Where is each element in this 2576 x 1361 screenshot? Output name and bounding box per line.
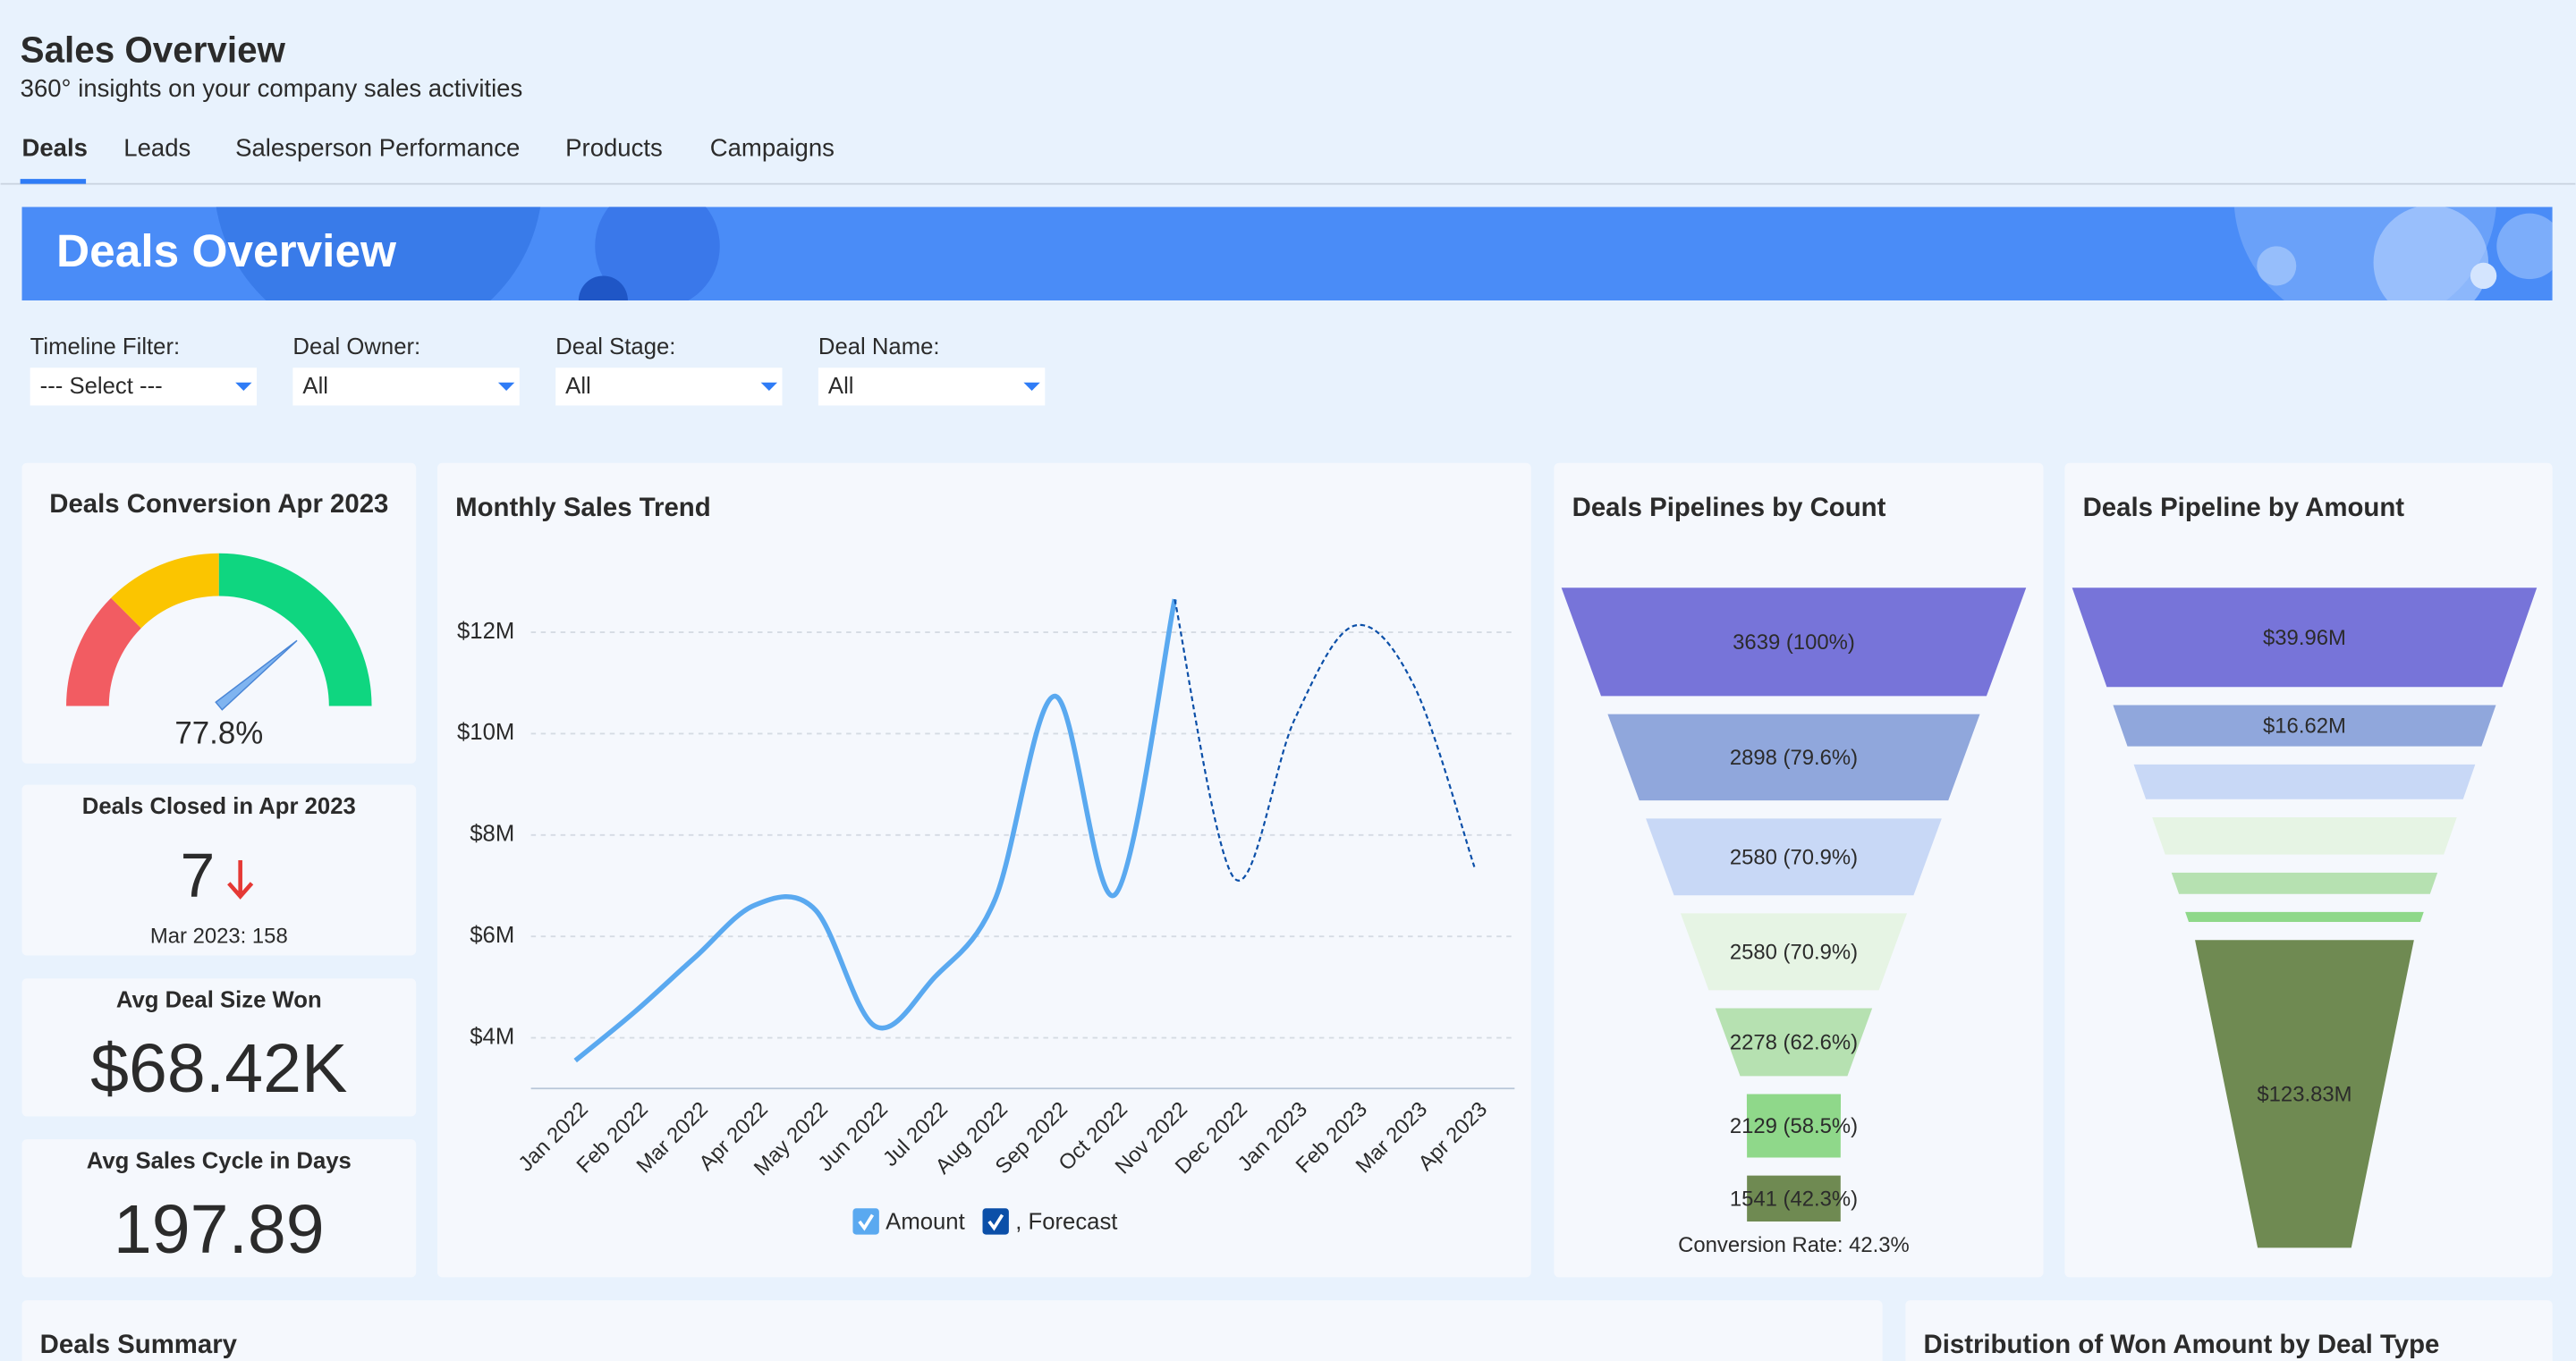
funnel-label: 2580 (70.9%): [1730, 845, 1858, 869]
kpi-comparison: Mar 2023: 158: [150, 925, 288, 949]
banner-title: Deals Overview: [56, 224, 397, 276]
funnel-label: 3639 (100%): [1733, 630, 1855, 655]
y-tick-label: $8M: [470, 822, 514, 847]
funnel-label: $16.62M: [2263, 714, 2346, 739]
page-title: Sales Overview: [21, 29, 286, 70]
filter-label: Timeline Filter:: [30, 334, 180, 359]
legend-swatch[interactable]: [983, 1208, 1009, 1234]
kpi-value: 197.89: [114, 1191, 325, 1268]
filter-value: --- Select ---: [40, 374, 163, 399]
y-tick-label: $6M: [470, 923, 514, 948]
panel-title: Deals Conversion Apr 2023: [49, 489, 388, 519]
tab[interactable]: Leads: [123, 133, 191, 161]
filter-value: All: [302, 374, 328, 399]
kpi-value: $68.42K: [90, 1030, 347, 1107]
filter-label: Deal Owner:: [292, 334, 420, 359]
tab[interactable]: Salesperson Performance: [235, 133, 520, 161]
gauge-value: 77.8%: [174, 716, 263, 751]
funnel-label: 2129 (58.5%): [1730, 1114, 1858, 1138]
y-tick-label: $12M: [457, 619, 514, 644]
tab[interactable]: Deals: [21, 133, 87, 161]
funnel-label: $39.96M: [2263, 626, 2346, 650]
funnel-segment: [2185, 912, 2424, 922]
panel-title: Monthly Sales Trend: [455, 493, 710, 522]
tab[interactable]: Campaigns: [710, 133, 835, 161]
funnel-label: 1541 (42.3%): [1730, 1187, 1858, 1211]
legend-label[interactable]: , Forecast: [1015, 1210, 1117, 1235]
funnel-segment: [2152, 817, 2457, 855]
panel-title: Deals Summary: [40, 1330, 238, 1359]
filter-value: All: [828, 374, 854, 399]
kpi-title: Deals Closed in Apr 2023: [82, 794, 356, 819]
funnel-label: $123.83M: [2257, 1082, 2351, 1106]
funnel-segment: [2172, 873, 2437, 894]
funnel-segment: [2134, 765, 2476, 799]
kpi-value: 7: [181, 840, 216, 909]
page-subtitle: 360° insights on your company sales acti…: [21, 74, 523, 102]
funnel-label: 2278 (62.6%): [1730, 1031, 1858, 1055]
banner: [21, 16, 2562, 344]
panel-title: Deals Pipeline by Amount: [2083, 493, 2405, 522]
legend-label[interactable]: Amount: [886, 1210, 965, 1235]
kpi-title: Avg Deal Size Won: [116, 988, 322, 1013]
funnel-label: 2898 (79.6%): [1730, 746, 1858, 770]
panel-title: Distribution of Won Amount by Deal Type: [1924, 1330, 2440, 1359]
filter-value: All: [565, 374, 591, 399]
active-tab-indicator: [21, 179, 86, 184]
funnel-footer: Conversion Rate: 42.3%: [1678, 1233, 1910, 1257]
y-tick-label: $4M: [470, 1024, 514, 1049]
funnel-label: 2580 (70.9%): [1730, 940, 1858, 964]
panel-title: Deals Pipelines by Count: [1572, 493, 1886, 522]
legend-swatch[interactable]: [852, 1208, 878, 1234]
panel: [21, 1300, 1882, 1361]
filter-label: Deal Stage:: [555, 334, 675, 359]
filter-label: Deal Name:: [818, 334, 940, 359]
y-tick-label: $10M: [457, 720, 514, 745]
tab[interactable]: Products: [565, 133, 663, 161]
kpi-title: Avg Sales Cycle in Days: [87, 1149, 352, 1174]
